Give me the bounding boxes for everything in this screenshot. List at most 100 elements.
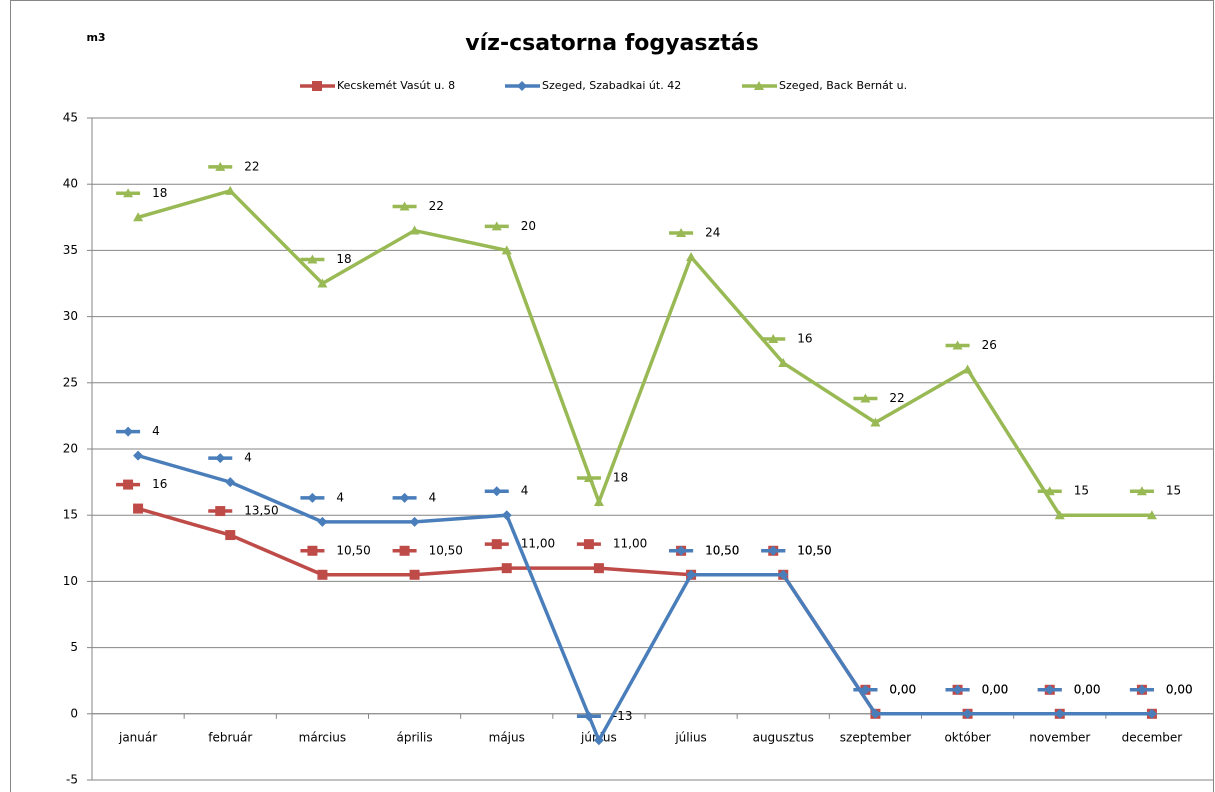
data-label: -13 [613, 709, 633, 723]
data-label: 0,00 [982, 682, 1009, 696]
label-key-marker [583, 539, 594, 550]
data-label: 0,00 [1074, 682, 1101, 696]
x-tick-label: október [944, 731, 990, 745]
x-tick-label: július [674, 731, 706, 745]
data-label: 10,50 [705, 543, 739, 557]
data-point [686, 252, 697, 262]
label-key-marker [491, 539, 502, 550]
x-tick-label: szeptember [840, 731, 911, 745]
data-label: 26 [982, 338, 997, 352]
data-label: 10,50 [797, 543, 831, 557]
data-point [225, 477, 236, 488]
label-key-marker [123, 479, 134, 490]
data-label: 4 [521, 484, 529, 498]
data-point [133, 503, 144, 514]
x-tick-label: november [1029, 731, 1090, 745]
y-tick-label: 20 [63, 442, 78, 456]
label-key-marker [399, 545, 410, 556]
y-tick-label: 25 [63, 375, 78, 389]
data-label: 22 [429, 199, 444, 213]
data-label: 0,00 [1074, 682, 1101, 696]
data-label: 13,50 [244, 504, 278, 518]
data-point [1054, 510, 1065, 520]
data-label: 22 [244, 159, 259, 173]
label-key-marker [215, 453, 226, 464]
data-label: 22 [889, 391, 904, 405]
data-label: 0,00 [1166, 682, 1193, 696]
data-label: 0,00 [1166, 682, 1193, 696]
label-key-marker [307, 492, 318, 503]
x-tick-label: május [489, 731, 525, 745]
series-line [137, 188, 1152, 517]
data-point [317, 278, 328, 288]
data-point [409, 569, 420, 580]
label-key-marker [952, 340, 963, 350]
label-key-marker [676, 228, 687, 238]
data-point [593, 735, 604, 746]
label-key-marker [676, 545, 687, 556]
legend-marker [312, 81, 322, 91]
label-key-marker [1044, 486, 1055, 496]
data-point [962, 364, 973, 374]
y-tick-label: 0 [70, 706, 78, 720]
data-point [501, 245, 512, 255]
data-label: 10,50 [797, 543, 831, 557]
legend-marker [754, 81, 764, 90]
chart-frame [10, 0, 1214, 792]
data-point [317, 569, 328, 580]
data-point [870, 417, 881, 427]
data-point [962, 708, 973, 719]
label-key-marker [860, 393, 871, 403]
label-key-marker [583, 472, 594, 482]
data-label: 18 [336, 252, 351, 266]
data-label: 20 [521, 219, 536, 233]
data-point [133, 450, 144, 461]
data-label: 16 [797, 331, 812, 345]
legend-label: Kecskemét Vasút u. 8 [337, 79, 455, 92]
data-point [1146, 708, 1157, 719]
data-point [501, 563, 512, 574]
data-label: 10,50 [429, 543, 463, 557]
data-point [317, 516, 328, 527]
data-point [133, 212, 144, 222]
y-tick-label: 35 [63, 243, 78, 257]
x-tick-label: augusztus [753, 731, 814, 745]
data-label: 18 [613, 470, 628, 484]
legend-label: Szeged, Szabadkai út. 42 [542, 79, 681, 92]
data-point [501, 510, 512, 521]
data-label: 10,50 [705, 543, 739, 557]
legend-label: Szeged, Back Bernát u. [779, 79, 907, 92]
chart-title: víz-csatorna fogyasztás [465, 31, 758, 56]
label-key-marker [768, 333, 779, 343]
x-tick-label: február [208, 731, 252, 745]
data-point [1054, 708, 1065, 719]
label-key-marker [399, 201, 410, 211]
data-point [225, 530, 236, 541]
data-point [593, 563, 604, 574]
series-line [137, 453, 1152, 745]
label-key-marker [307, 254, 318, 264]
label-key-marker [307, 545, 318, 556]
x-tick-label: április [396, 731, 432, 745]
y-tick-label: -5 [66, 773, 78, 787]
label-key-marker [491, 486, 502, 497]
label-key-marker [1136, 486, 1147, 496]
data-label: 18 [152, 186, 167, 200]
y-tick-label: 15 [63, 508, 78, 522]
label-key-marker [768, 545, 779, 556]
label-key-marker [215, 161, 226, 171]
label-key-marker [215, 506, 226, 517]
label-key-marker [1044, 684, 1055, 695]
data-label: 0,00 [982, 682, 1009, 696]
label-key-marker [123, 426, 134, 437]
data-point [778, 569, 789, 580]
label-key-marker [860, 684, 871, 695]
data-point [778, 357, 789, 367]
data-point [686, 569, 697, 580]
data-label: 16 [152, 477, 167, 491]
y-tick-label: 30 [63, 309, 78, 323]
data-label: 4 [336, 490, 344, 504]
x-tick-label: március [299, 731, 347, 745]
data-label: 11,00 [613, 537, 647, 551]
label-key-marker [399, 492, 410, 503]
